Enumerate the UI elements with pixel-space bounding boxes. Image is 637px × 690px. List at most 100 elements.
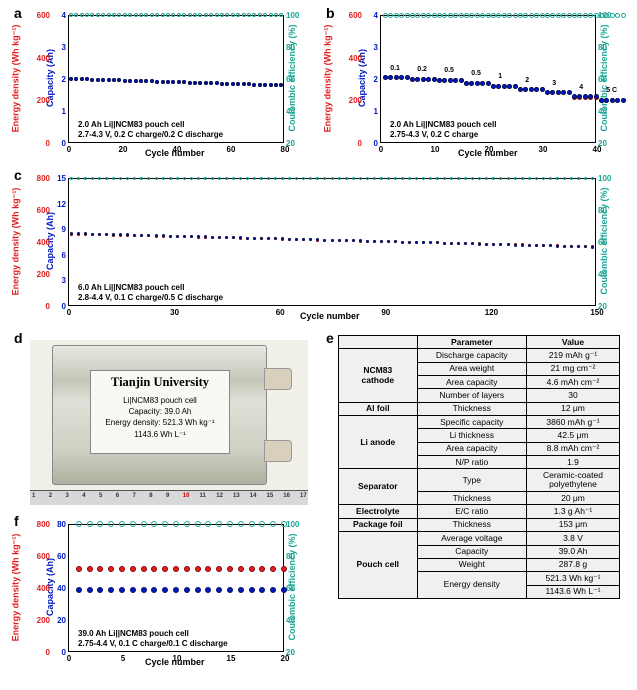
marker bbox=[577, 177, 580, 180]
marker bbox=[366, 240, 369, 243]
marker bbox=[521, 244, 524, 247]
y2-tick: 3 bbox=[56, 43, 66, 52]
marker bbox=[599, 98, 604, 103]
chart-c-annotation: 6.0 Ah Li||NCM83 pouch cell 2.8-4.4 V, 0… bbox=[78, 283, 223, 303]
marker bbox=[184, 521, 190, 527]
marker bbox=[281, 177, 284, 180]
marker bbox=[556, 245, 559, 248]
marker bbox=[535, 244, 538, 247]
rate-label: 4 bbox=[579, 84, 583, 91]
marker bbox=[269, 13, 273, 17]
marker bbox=[535, 177, 538, 180]
marker bbox=[173, 587, 179, 593]
marker bbox=[134, 13, 138, 17]
marker bbox=[162, 566, 168, 572]
panel-d-label: d bbox=[14, 330, 23, 346]
x-tick: 0 bbox=[62, 654, 76, 663]
marker bbox=[383, 13, 388, 18]
marker bbox=[507, 243, 510, 246]
ruler-tick: 3 bbox=[66, 493, 69, 499]
marker bbox=[139, 79, 143, 83]
marker bbox=[188, 13, 192, 17]
rate-label: 0.5 bbox=[471, 70, 481, 77]
yr-tick: 80 bbox=[286, 43, 295, 52]
x-tick: 40 bbox=[170, 145, 184, 154]
marker bbox=[150, 13, 154, 17]
th-value: Value bbox=[526, 336, 619, 349]
marker bbox=[139, 13, 143, 17]
marker bbox=[380, 177, 383, 180]
marker bbox=[383, 75, 388, 80]
ruler-tick: 8 bbox=[149, 493, 152, 499]
marker bbox=[238, 566, 244, 572]
marker bbox=[542, 177, 545, 180]
marker bbox=[502, 84, 507, 89]
yr-tick: 60 bbox=[286, 75, 295, 84]
marker bbox=[216, 587, 222, 593]
table-param: Energy density bbox=[417, 572, 526, 599]
marker bbox=[76, 566, 82, 572]
marker bbox=[166, 80, 170, 84]
table-param: Thickness bbox=[417, 518, 526, 531]
th-param: Parameter bbox=[417, 336, 526, 349]
table-param: Weight bbox=[417, 558, 526, 571]
marker bbox=[218, 177, 221, 180]
x-tick: 60 bbox=[273, 308, 287, 317]
marker bbox=[410, 13, 415, 18]
marker bbox=[76, 587, 82, 593]
marker bbox=[359, 177, 362, 180]
marker bbox=[563, 245, 566, 248]
marker bbox=[302, 177, 305, 180]
y1-tick: 200 bbox=[346, 96, 362, 105]
marker bbox=[545, 13, 550, 18]
marker bbox=[421, 13, 426, 18]
marker bbox=[437, 13, 442, 18]
y1-tick: 400 bbox=[34, 54, 50, 63]
marker bbox=[518, 87, 523, 92]
yr-tick: 60 bbox=[598, 238, 607, 247]
marker bbox=[119, 566, 125, 572]
marker bbox=[69, 77, 73, 81]
table-val: 21 mg cm⁻² bbox=[526, 362, 619, 375]
marker bbox=[190, 177, 193, 180]
rate-label: 5 C bbox=[606, 87, 617, 94]
marker bbox=[426, 77, 431, 82]
marker bbox=[615, 13, 620, 18]
marker bbox=[267, 177, 270, 180]
x-tick: 30 bbox=[168, 308, 182, 317]
table-param: Average voltage bbox=[417, 532, 526, 545]
marker bbox=[211, 236, 214, 239]
table-param: Number of layers bbox=[417, 389, 526, 402]
marker bbox=[184, 566, 190, 572]
marker bbox=[249, 566, 255, 572]
marker bbox=[155, 234, 158, 237]
marker bbox=[338, 239, 341, 242]
marker bbox=[426, 13, 431, 18]
marker bbox=[193, 13, 197, 17]
chart-b-annotation: 2.0 Ah Li||NCM83 pouch cell 2.75-4.3 V, … bbox=[390, 120, 496, 140]
marker bbox=[204, 13, 208, 17]
marker bbox=[352, 177, 355, 180]
y2-tick: 4 bbox=[368, 11, 378, 20]
marker bbox=[459, 78, 464, 83]
marker bbox=[345, 239, 348, 242]
yr-tick: 40 bbox=[598, 270, 607, 279]
marker bbox=[216, 566, 222, 572]
table-param: Area capacity bbox=[417, 442, 526, 455]
marker bbox=[388, 13, 393, 18]
rate-label: 0.5 bbox=[444, 67, 454, 74]
table-val: Ceramic-coated polyethylene bbox=[526, 469, 619, 492]
marker bbox=[471, 177, 474, 180]
x-tick: 10 bbox=[428, 145, 442, 154]
marker bbox=[556, 177, 559, 180]
marker bbox=[218, 236, 221, 239]
table-cat: NCM83 cathode bbox=[339, 349, 418, 402]
yr-tick: 80 bbox=[286, 552, 295, 561]
x-tick: 5 bbox=[116, 654, 130, 663]
marker bbox=[253, 237, 256, 240]
y1-tick: 600 bbox=[346, 11, 362, 20]
y1-tick: 0 bbox=[34, 139, 50, 148]
marker bbox=[177, 13, 181, 17]
yr-tick: 100 bbox=[598, 174, 611, 183]
table-param: E/C ratio bbox=[417, 505, 526, 518]
